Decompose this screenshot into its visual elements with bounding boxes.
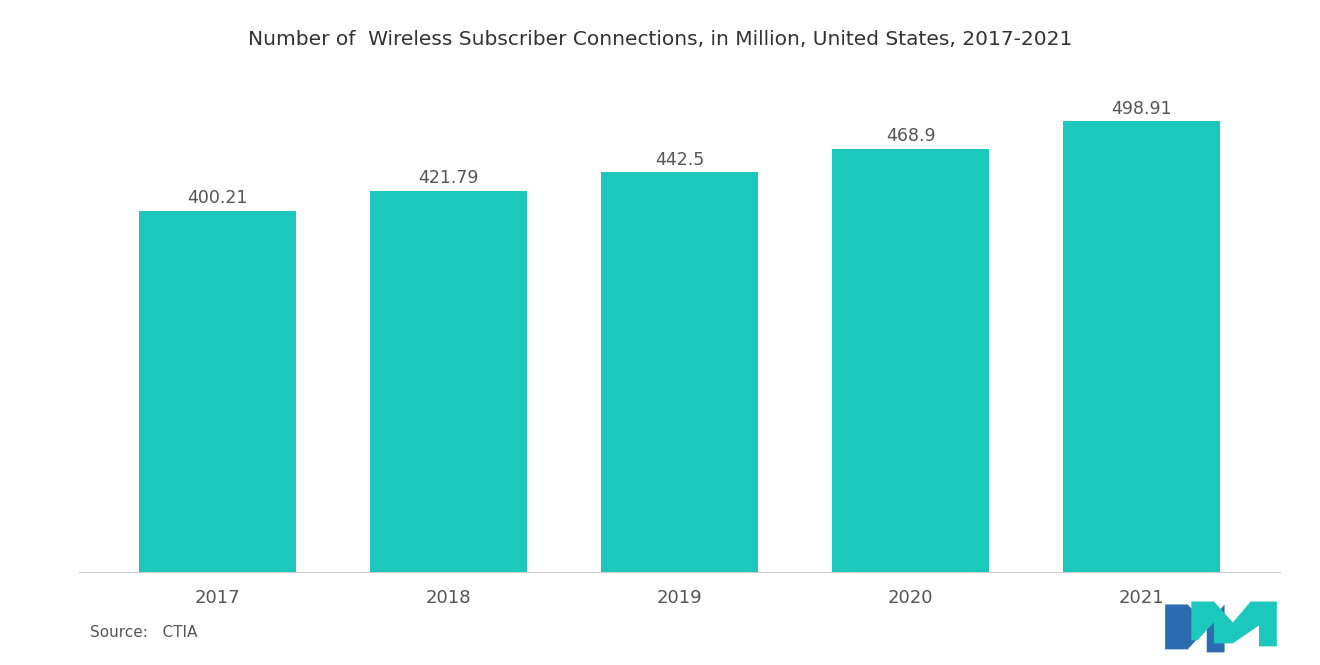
Bar [140, 211, 297, 572]
Polygon shape [1166, 604, 1225, 652]
Bar [832, 148, 990, 572]
Bar [370, 191, 527, 572]
Text: 468.9: 468.9 [886, 127, 936, 145]
Bar [1064, 122, 1220, 572]
Text: 400.21: 400.21 [187, 189, 248, 207]
Bar [602, 172, 758, 572]
Text: Source:   CTIA: Source: CTIA [90, 624, 197, 640]
Text: 442.5: 442.5 [655, 151, 705, 169]
Text: 421.79: 421.79 [418, 170, 479, 188]
Text: 498.91: 498.91 [1111, 100, 1172, 118]
Polygon shape [1191, 601, 1276, 646]
Text: Number of  Wireless Subscriber Connections, in Million, United States, 2017-2021: Number of Wireless Subscriber Connection… [248, 30, 1072, 49]
